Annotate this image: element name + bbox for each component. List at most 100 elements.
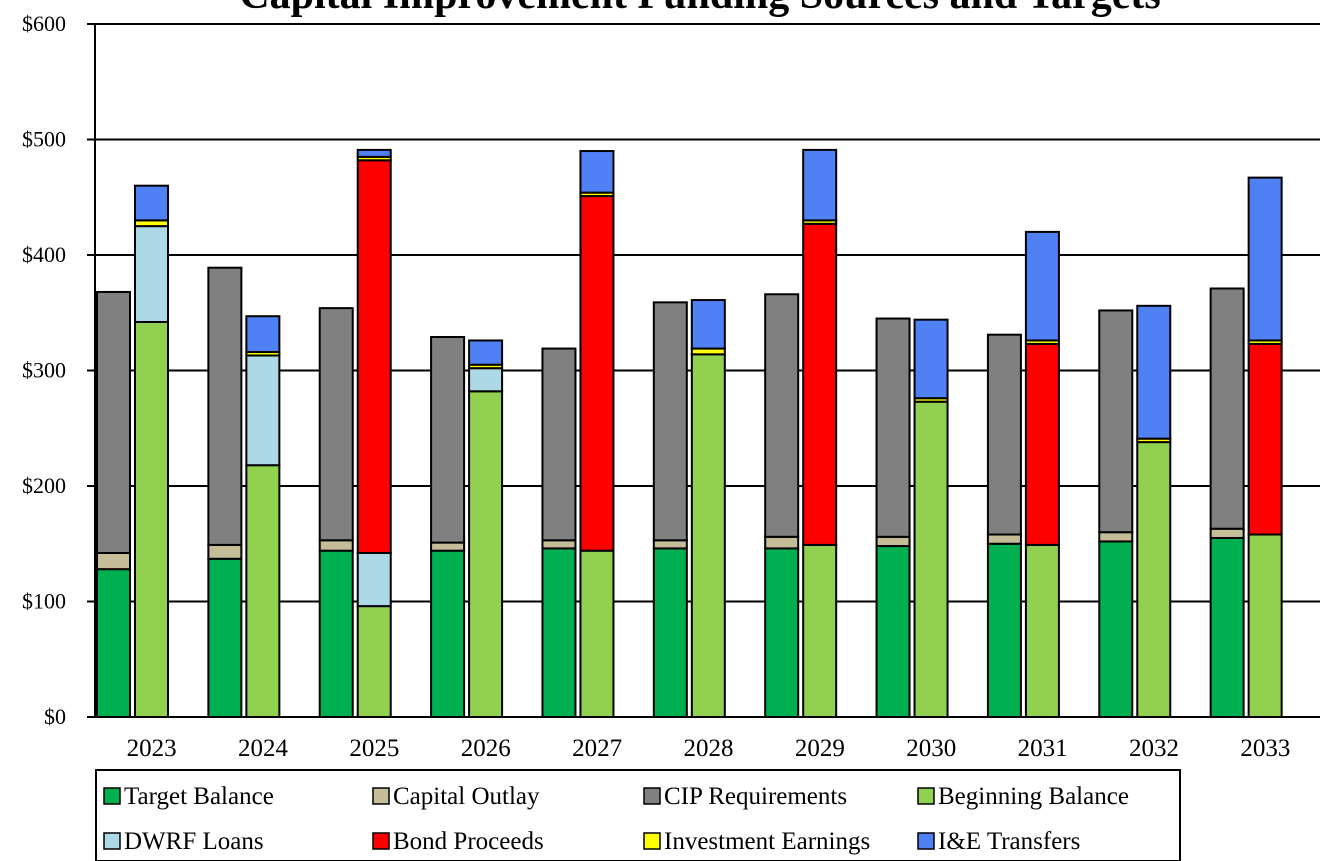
- bar-segment: [207, 543, 243, 560]
- bar-segment: [245, 315, 281, 354]
- bar-segment: [986, 333, 1022, 536]
- y-tick-label: $400: [22, 242, 66, 267]
- chart-title: Capital Improvement Funding Sources and …: [239, 0, 1160, 18]
- bar-segment: [764, 547, 800, 718]
- x-tick-label: 2033: [1240, 735, 1290, 762]
- bar-segment: [134, 184, 169, 222]
- bar-segment: [875, 545, 911, 718]
- x-tick-label: 2028: [684, 735, 734, 762]
- bar-segment: [468, 367, 504, 393]
- bar-segment: [318, 539, 354, 552]
- bar-segment: [1136, 304, 1172, 440]
- legend-swatch: [103, 787, 121, 805]
- bar-segment: [96, 551, 131, 571]
- bar-segment: [875, 317, 911, 538]
- bar-segment: [207, 557, 243, 719]
- bar-segment: [913, 400, 949, 718]
- bar-segment: [1247, 533, 1283, 719]
- bar-segment: [1209, 287, 1245, 530]
- legend-label: Target Balance: [124, 783, 274, 810]
- bar-segment: [245, 354, 281, 467]
- bar-segment: [1098, 540, 1134, 718]
- bar-segment: [913, 318, 949, 400]
- bar-segment: [356, 551, 392, 608]
- bar-segment: [579, 195, 615, 552]
- axes: $0 $100 $200 $300 $400 $500 $600 2023 2024 2025 20…: [22, 11, 1320, 762]
- bar-segment: [318, 307, 354, 542]
- y-tick-label: $600: [22, 11, 66, 36]
- bar-segment: [764, 535, 800, 550]
- bar-segment: [356, 159, 392, 554]
- bar-segment: [245, 464, 281, 718]
- legend-label: Bond Proceeds: [393, 828, 544, 855]
- x-tick-label: 2026: [461, 735, 511, 762]
- bar-segment: [430, 541, 466, 552]
- x-tick-label: 2023: [127, 735, 177, 762]
- legend-swatch: [103, 832, 121, 850]
- bar-segment: [134, 320, 169, 718]
- x-tick-label: 2027: [572, 735, 622, 762]
- bar-segment: [1136, 441, 1172, 718]
- bar-segment: [541, 547, 577, 718]
- bar-segment: [986, 533, 1022, 545]
- legend-swatch: [643, 787, 661, 805]
- bar-segment: [652, 547, 688, 718]
- bar-segment: [430, 549, 466, 718]
- bars: [96, 148, 1283, 719]
- y-tick-label: $200: [22, 473, 66, 498]
- bar-segment: [764, 293, 800, 538]
- y-tick-label: $300: [22, 358, 66, 383]
- legend-label: CIP Requirements: [664, 783, 847, 810]
- bar-segment: [802, 543, 838, 719]
- bar-segment: [430, 336, 466, 544]
- bar-segment: [1024, 342, 1060, 546]
- legend-label: Investment Earnings: [664, 828, 870, 855]
- legend-swatch: [643, 832, 661, 850]
- bar-segment: [96, 568, 131, 718]
- bar-segment: [579, 150, 615, 194]
- bar-segment: [96, 290, 131, 554]
- bar-segment: [207, 266, 243, 546]
- bar-segment: [986, 542, 1022, 718]
- bar-segment: [318, 549, 354, 718]
- bar-segment: [652, 539, 688, 550]
- legend-label: DWRF Loans: [124, 828, 264, 855]
- x-tick-label: 2029: [795, 735, 845, 762]
- x-tick-label: 2031: [1018, 735, 1068, 762]
- bar-segment: [1098, 309, 1134, 534]
- x-tick-label: 2024: [238, 735, 289, 762]
- bar-segment: [690, 353, 726, 718]
- bar-segment: [1098, 531, 1134, 543]
- bar-segment: [468, 339, 504, 366]
- legend: Target Balance Capital Outlay CIP Requirem…: [95, 769, 1181, 861]
- x-tick-label: 2025: [349, 735, 399, 762]
- bar-segment: [468, 390, 504, 718]
- bar-segment: [802, 222, 838, 546]
- bar-segment: [1209, 527, 1245, 539]
- legend-swatch: [372, 787, 390, 805]
- x-tick-label: 2030: [906, 735, 956, 762]
- bar-segment: [1247, 176, 1283, 342]
- bar-segment: [652, 301, 688, 542]
- bar-segment: [1247, 342, 1283, 536]
- legend-box: [95, 769, 1181, 861]
- legend-swatch: [917, 832, 935, 850]
- bar-segment: [579, 549, 615, 718]
- bar-segment: [541, 347, 577, 542]
- bar-segment: [541, 539, 577, 550]
- bar-segment: [1024, 543, 1060, 719]
- bar-segment: [802, 148, 838, 222]
- legend-label: I&E Transfers: [938, 828, 1080, 855]
- bar-segment: [1209, 536, 1245, 718]
- legend-swatch: [917, 787, 935, 805]
- legend-label: Beginning Balance: [938, 783, 1129, 810]
- y-tick-label: $0: [44, 704, 66, 729]
- legend-swatch: [372, 832, 390, 850]
- bar-segment: [690, 299, 726, 350]
- bar-segment: [356, 148, 392, 158]
- y-tick-label: $500: [22, 127, 66, 152]
- bar-segment: [875, 535, 911, 548]
- bar-segment: [1024, 230, 1060, 342]
- bar-segment: [134, 225, 169, 323]
